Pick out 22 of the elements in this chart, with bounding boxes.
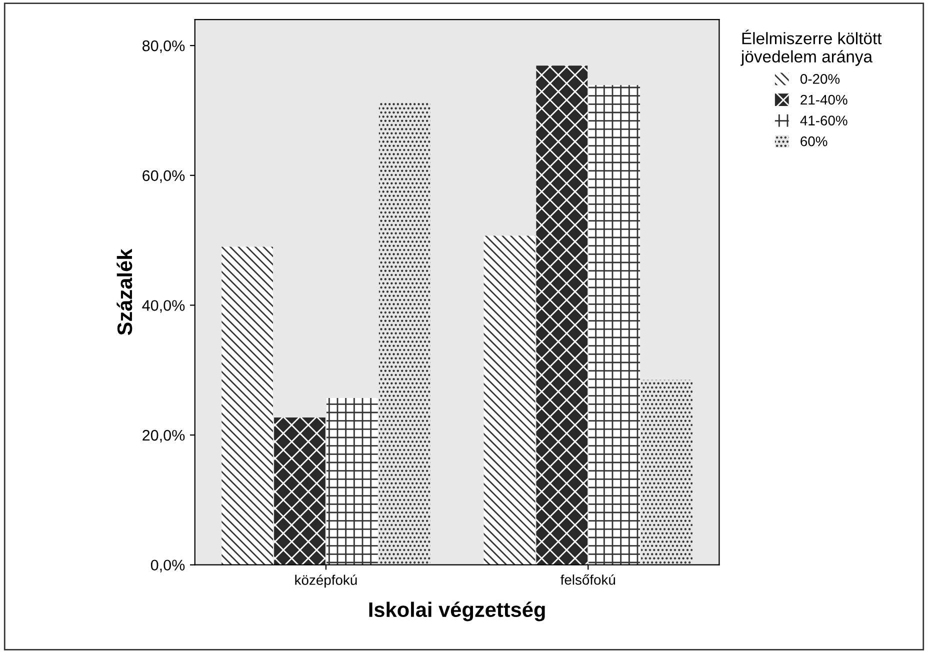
- bar: [378, 102, 430, 565]
- legend-label: 0-20%: [800, 74, 840, 84]
- bar: [222, 246, 274, 565]
- x-tick-label: felsőfokú: [560, 574, 616, 585]
- y-axis-title: Százalék: [116, 248, 132, 336]
- y-tick-label: 60,0%: [142, 170, 185, 183]
- y-tick-label: 0,0%: [150, 560, 185, 572]
- bar: [274, 417, 326, 565]
- y-tick-label: 20,0%: [142, 430, 185, 443]
- x-axis-title: Iskolai végzettség: [369, 602, 545, 622]
- bar: [588, 85, 640, 565]
- bar: [326, 398, 378, 565]
- bar: [536, 66, 588, 565]
- y-tick-label: 80,0%: [142, 40, 185, 54]
- legend-title: Élelmiszerre költött jövedelem aránya: [740, 30, 882, 66]
- legend-label: 60%: [800, 136, 828, 146]
- bar: [641, 380, 692, 565]
- bar: [484, 236, 536, 565]
- legend-label: 41-60%: [800, 116, 848, 126]
- y-tick-label: 40,0%: [142, 300, 185, 313]
- legend-label: 21-40%: [800, 94, 848, 105]
- x-tick-label: középfokú: [295, 574, 357, 588]
